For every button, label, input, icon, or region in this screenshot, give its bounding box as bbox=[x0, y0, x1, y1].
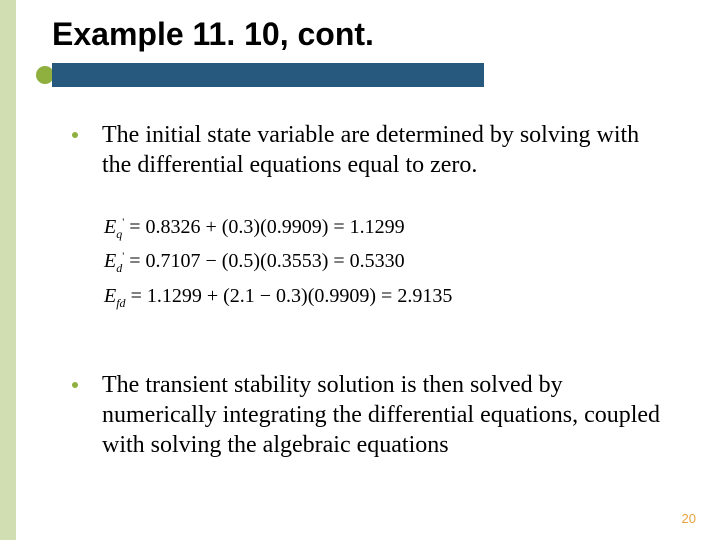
bullet-list-1: The initial state variable are determine… bbox=[72, 120, 672, 198]
list-item: The initial state variable are determine… bbox=[72, 120, 672, 180]
bullet-text: The transient stability solution is then… bbox=[102, 370, 672, 460]
equation-row: Eq' = 0.8326 + (0.3)(0.9909) = 1.1299 bbox=[104, 210, 452, 244]
equation-block: Eq' = 0.8326 + (0.3)(0.9909) = 1.1299 Ed… bbox=[104, 210, 452, 313]
eq-sub: d bbox=[116, 261, 122, 275]
equation-row: Efd = 1.1299 + (2.1 − 0.3)(0.9909) = 2.9… bbox=[104, 279, 452, 313]
page-number: 20 bbox=[682, 511, 696, 526]
slide-title: Example 11. 10, cont. bbox=[52, 16, 374, 53]
bullet-text: The initial state variable are determine… bbox=[102, 120, 672, 180]
eq-sym: E bbox=[104, 216, 116, 238]
eq-sub: fd bbox=[116, 296, 125, 310]
eq-rhs: = 1.1299 + (2.1 − 0.3)(0.9909) = 2.9135 bbox=[126, 285, 453, 307]
eq-sym: E bbox=[104, 285, 116, 307]
bullet-dot-icon bbox=[72, 132, 78, 138]
equation-row: Ed' = 0.7107 − (0.5)(0.3553) = 0.5330 bbox=[104, 244, 452, 278]
bullet-list-2: The transient stability solution is then… bbox=[72, 370, 672, 478]
eq-sub: q bbox=[116, 227, 122, 241]
eq-rhs: = 0.8326 + (0.3)(0.9909) = 1.1299 bbox=[124, 216, 404, 238]
eq-rhs: = 0.7107 − (0.5)(0.3553) = 0.5330 bbox=[124, 250, 404, 272]
eq-sym: E bbox=[104, 250, 116, 272]
list-item: The transient stability solution is then… bbox=[72, 370, 672, 460]
title-accent bbox=[36, 63, 484, 87]
bullet-dot-icon bbox=[72, 382, 78, 388]
left-sidebar-stripe bbox=[0, 0, 16, 540]
accent-bar bbox=[52, 63, 484, 87]
slide: Example 11. 10, cont. The initial state … bbox=[0, 0, 720, 540]
